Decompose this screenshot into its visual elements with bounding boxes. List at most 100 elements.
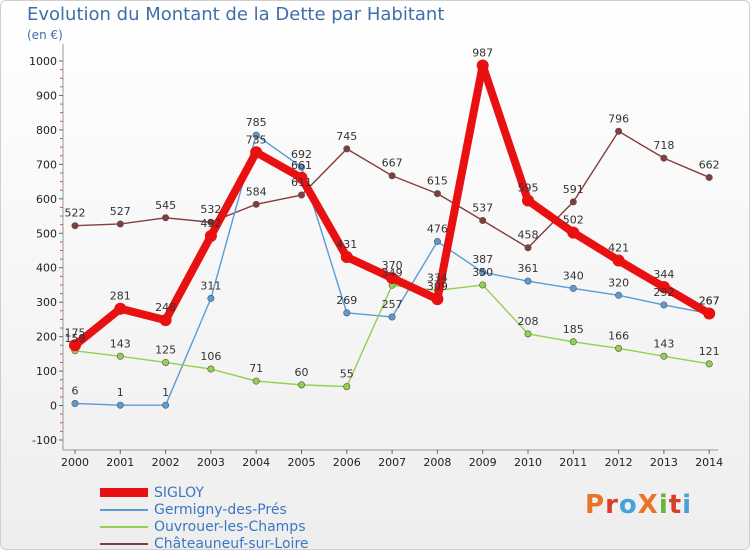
data-point <box>297 163 305 171</box>
data-label: 269 <box>336 294 357 307</box>
data-point <box>657 281 670 294</box>
data-point <box>252 377 260 385</box>
data-label: 320 <box>608 276 629 289</box>
data-label: 796 <box>608 112 629 125</box>
data-point <box>567 226 580 239</box>
data-label: 476 <box>427 223 448 236</box>
data-label: 692 <box>291 148 312 161</box>
data-point <box>660 301 668 309</box>
data-label: 431 <box>336 238 357 251</box>
data-label: 662 <box>699 158 720 171</box>
data-point <box>386 272 399 285</box>
data-point <box>705 173 713 181</box>
y-tick-label: 400 <box>36 262 57 275</box>
data-point <box>114 302 127 315</box>
x-tick-label: 2003 <box>197 456 225 469</box>
logo-letter: i <box>658 490 669 520</box>
data-label: 1 <box>162 386 169 399</box>
logo-letter: P <box>585 490 606 520</box>
data-point <box>433 238 441 246</box>
logo-letter: X <box>637 490 659 520</box>
data-point <box>476 59 489 72</box>
data-point <box>612 254 625 267</box>
legend-item: SIGLOY <box>100 484 309 501</box>
data-point <box>479 217 487 225</box>
x-tick-label: 2002 <box>152 456 180 469</box>
y-tick-label: 0 <box>50 400 57 413</box>
data-label: 370 <box>382 259 403 272</box>
legend-label: SIGLOY <box>154 484 204 501</box>
data-label: 267 <box>699 295 720 308</box>
data-label: 143 <box>110 337 131 350</box>
data-point <box>615 344 623 352</box>
data-point <box>660 352 668 360</box>
data-label: 309 <box>427 280 448 293</box>
legend-item: Germigny-des-Prés <box>100 501 309 518</box>
data-point <box>705 360 713 368</box>
y-tick-label: 1000 <box>29 55 57 68</box>
data-label: 1 <box>117 386 124 399</box>
data-label: 143 <box>653 337 674 350</box>
y-tick-label: 600 <box>36 193 57 206</box>
data-point <box>522 194 534 207</box>
data-label: 292 <box>653 286 674 299</box>
x-tick-label: 2004 <box>242 456 270 469</box>
data-point <box>479 268 487 276</box>
chart-legend: SIGLOY Germigny-des-Prés Ouvrouer-les-Cham… <box>100 484 309 552</box>
data-point <box>250 146 263 159</box>
data-point <box>524 330 532 338</box>
legend-swatch <box>100 488 148 497</box>
data-label: 661 <box>291 159 312 172</box>
legend-label: Ouvrouer-les-Champs <box>154 518 306 535</box>
data-point <box>297 191 305 199</box>
data-label: 532 <box>200 203 221 216</box>
data-label: 537 <box>472 202 493 215</box>
data-point <box>340 251 353 264</box>
legend-item: Châteauneuf-sur-Loire <box>100 535 309 552</box>
data-label: 71 <box>249 362 263 375</box>
chart-unit: (en €) <box>27 28 63 42</box>
series-line-3 <box>74 130 710 249</box>
x-tick-label: 2009 <box>469 456 497 469</box>
data-point <box>297 381 305 389</box>
data-point <box>615 127 623 135</box>
data-label: 311 <box>200 279 221 292</box>
logo-letter: t <box>668 490 683 520</box>
y-tick-label: 700 <box>36 158 57 171</box>
data-label: 615 <box>427 175 448 188</box>
data-point <box>388 172 396 180</box>
x-tick-label: 2014 <box>695 456 723 469</box>
x-tick-label: 2012 <box>605 456 633 469</box>
data-label: 545 <box>155 199 176 212</box>
data-label: 611 <box>291 176 312 189</box>
data-point <box>703 307 716 320</box>
data-point <box>252 200 260 208</box>
data-point <box>433 190 441 198</box>
data-point <box>524 277 532 285</box>
data-label: 527 <box>110 205 131 218</box>
data-label: 267 <box>699 295 720 308</box>
data-point <box>116 401 124 409</box>
y-tick-label: -100 <box>32 434 57 447</box>
data-label: 502 <box>563 214 584 227</box>
data-label: 785 <box>246 116 267 129</box>
data-point <box>431 293 444 306</box>
data-label: 334 <box>427 271 448 284</box>
data-point <box>295 171 308 184</box>
data-label: 166 <box>608 329 629 342</box>
y-tick-label: 200 <box>36 331 57 344</box>
data-label: 667 <box>382 157 403 170</box>
data-label: 340 <box>563 269 584 282</box>
data-point <box>69 339 81 352</box>
data-label: 281 <box>110 290 131 303</box>
data-point <box>116 352 124 360</box>
data-label: 175 <box>65 326 86 339</box>
data-label: 591 <box>563 183 584 196</box>
data-label: 344 <box>653 268 674 281</box>
data-point <box>204 230 217 243</box>
data-point <box>479 281 487 289</box>
legend-label: Châteauneuf-sur-Loire <box>154 535 309 552</box>
data-label: 106 <box>200 350 221 363</box>
data-label: 125 <box>155 343 176 356</box>
